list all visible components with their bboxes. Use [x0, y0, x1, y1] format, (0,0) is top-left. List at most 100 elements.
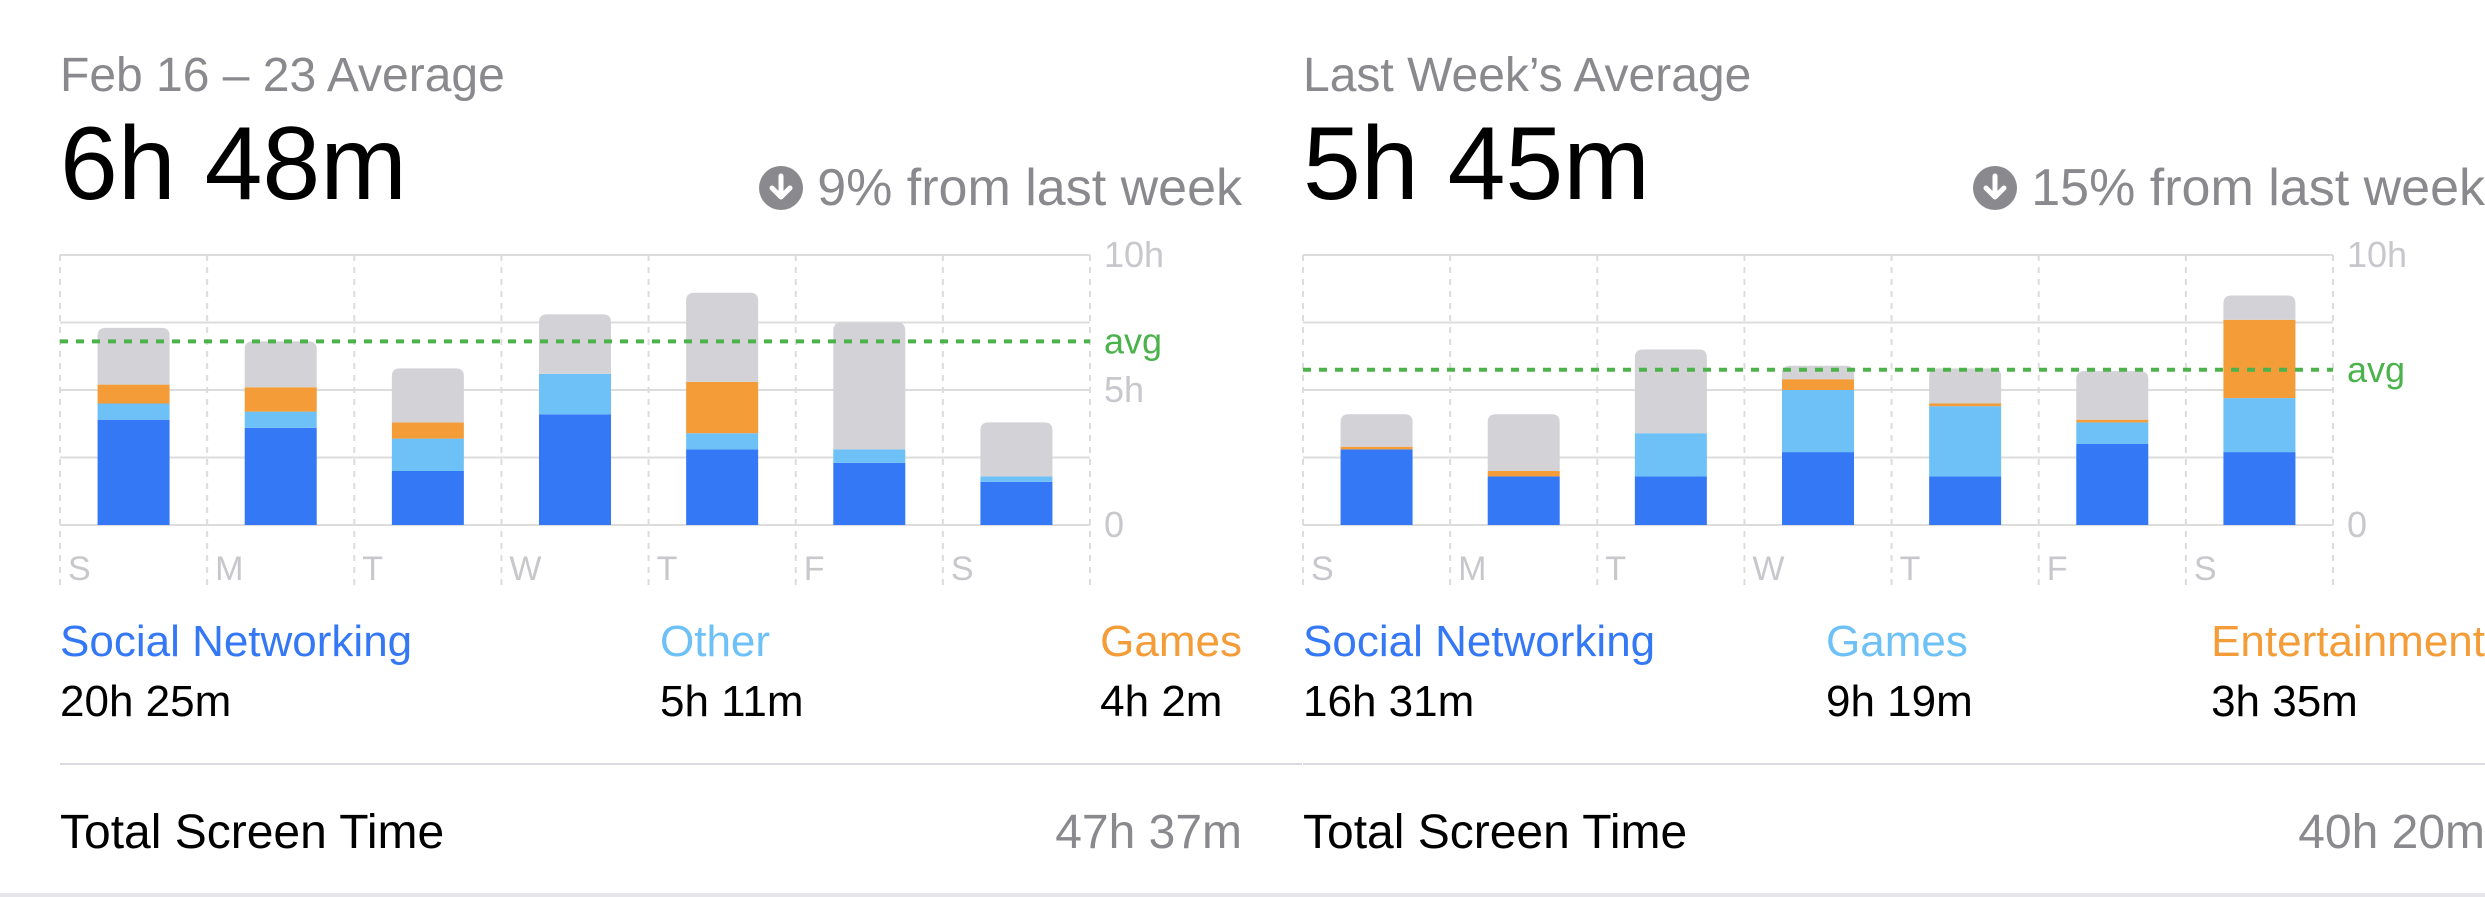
bar-segment — [1634, 349, 1707, 434]
category-name: Entertainment — [2211, 617, 2485, 666]
category-name: Social Networking — [60, 617, 413, 666]
category-time: 16h 31m — [1303, 677, 1475, 726]
average-label: avg — [2347, 349, 2405, 390]
screen-time-panel-last-week: Last Week’s Average 5h 45m 15% from last… — [1302, 0, 2485, 897]
bar-segment — [244, 341, 317, 388]
day-label: S — [951, 550, 974, 588]
day-label: W — [509, 550, 541, 588]
bar-segment — [1487, 414, 1560, 471]
bar-segment — [1782, 365, 1854, 380]
bar-segment — [244, 427, 317, 525]
bar-segment — [539, 414, 611, 525]
day-label: T — [362, 550, 383, 588]
category-name: Games — [1100, 617, 1242, 666]
day-label: F — [2047, 550, 2068, 588]
bar-segment — [1782, 379, 1854, 390]
bar-segment — [1782, 452, 1854, 525]
bar-segment — [686, 381, 759, 434]
screen-time-panel-current: Feb 16 – 23 Average 6h 48m 9% from last … — [59, 0, 1302, 897]
bar-segment — [97, 403, 170, 420]
bar-segment — [1929, 368, 2002, 404]
daily-average-value: 6h 48m — [60, 106, 407, 222]
category-time: 20h 25m — [60, 677, 232, 726]
day-label: M — [1458, 550, 1486, 588]
bar-segment — [244, 411, 317, 428]
y-tick-label: 10h — [1104, 234, 1164, 275]
day-label: S — [1311, 550, 1334, 588]
total-screen-time-value: 40h 20m — [2298, 806, 2485, 859]
bar-segment — [2076, 371, 2149, 420]
category-name: Other — [660, 617, 771, 666]
bar-segment — [2223, 295, 2296, 320]
total-screen-time-value: 47h 37m — [1055, 806, 1242, 859]
bar-segment — [2223, 398, 2296, 453]
category-games[interactable]: Games 4h 2m — [1100, 620, 1242, 724]
bar-segment — [539, 373, 611, 415]
bar-segment — [980, 476, 1053, 482]
bar-segment — [980, 422, 1053, 477]
total-screen-time-label: Total Screen Time — [60, 806, 445, 859]
bottom-separator — [0, 893, 2485, 897]
bar-segment — [391, 368, 464, 423]
category-time: 9h 19m — [1826, 677, 1973, 726]
category-time: 3h 35m — [2211, 677, 2358, 726]
y-tick-label: 10h — [2347, 234, 2407, 275]
bar-segment — [833, 449, 906, 463]
category-time: 5h 11m — [660, 677, 804, 726]
bar-segment — [539, 314, 611, 374]
range-label: Last Week’s Average — [1303, 49, 1752, 102]
change-text: 15% from last week — [2031, 159, 2485, 217]
category-name: Games — [1826, 617, 1968, 666]
range-label: Feb 16 – 23 Average — [60, 49, 505, 102]
bar-segment — [1929, 406, 2002, 477]
bar-segment — [1634, 433, 1707, 477]
bar-segment — [1782, 390, 1854, 453]
bar-segment — [833, 462, 906, 525]
day-label: T — [1900, 550, 1921, 588]
bar-segment — [1487, 471, 1560, 477]
y-tick-label: 0 — [1104, 504, 1124, 545]
category-other[interactable]: Other 5h 11m — [660, 620, 804, 724]
bar-segment — [97, 419, 170, 525]
bar-segment — [97, 384, 170, 404]
bar-segment — [244, 387, 317, 412]
category-entertainment[interactable]: Entertainment 3h 35m — [2211, 620, 2485, 724]
day-label: T — [1605, 550, 1626, 588]
bar-segment — [1929, 476, 2002, 525]
arrow-down-circle-icon — [1973, 166, 2018, 210]
bar-segment — [2076, 422, 2149, 444]
y-tick-label: 5h — [1104, 369, 1144, 410]
change-indicator: 9% from last week — [759, 158, 1242, 218]
day-label: W — [1752, 550, 1784, 588]
bar-segment — [686, 449, 759, 525]
category-social-networking[interactable]: Social Networking 20h 25m — [60, 620, 412, 724]
bar-segment — [2223, 319, 2296, 399]
category-name: Social Networking — [1303, 617, 1656, 666]
divider — [60, 763, 1302, 765]
category-games[interactable]: Games 9h 19m — [1826, 620, 1973, 724]
bar-segment — [1340, 414, 1413, 447]
bar-segment — [391, 471, 464, 525]
average-label: avg — [1104, 320, 1162, 361]
total-screen-time-label: Total Screen Time — [1303, 806, 1688, 859]
arrow-down-circle-icon — [759, 166, 804, 210]
bar-segment — [686, 433, 759, 450]
bar-segment — [1340, 446, 1413, 450]
change-indicator: 15% from last week — [1973, 158, 2485, 218]
bar-segment — [1634, 476, 1707, 525]
category-social-networking[interactable]: Social Networking 16h 31m — [1303, 620, 1655, 724]
bar-segment — [391, 438, 464, 471]
bar-segment — [686, 292, 759, 382]
bar-segment — [97, 327, 170, 385]
bar-segment — [2076, 419, 2149, 423]
change-text: 9% from last week — [817, 159, 1242, 217]
day-label: S — [2194, 550, 2217, 588]
bar-segment — [391, 422, 464, 439]
day-label: M — [215, 550, 243, 588]
day-label: S — [68, 550, 91, 588]
bar-segment — [1929, 403, 2002, 407]
bar-segment — [833, 322, 906, 450]
